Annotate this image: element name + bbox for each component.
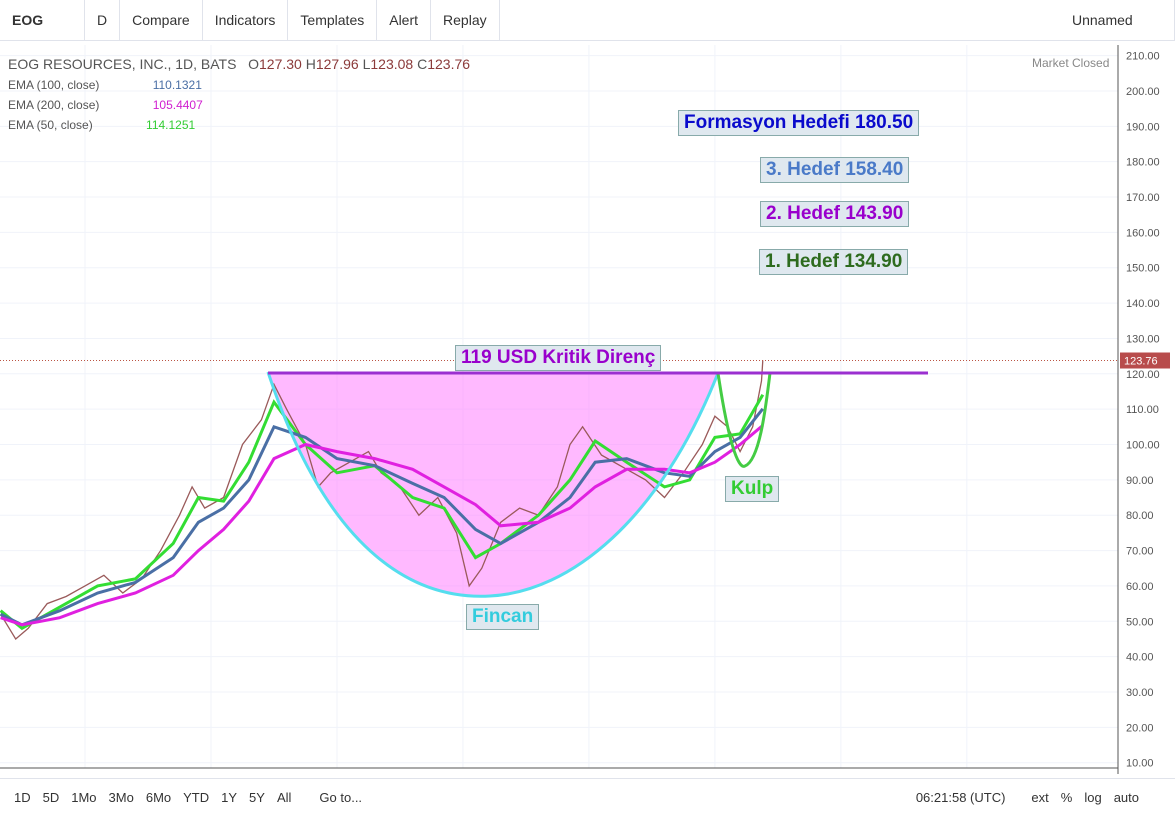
range[interactable]: 1D [14,789,31,805]
y-tick-label: 140.00 [1126,298,1160,310]
layout-name[interactable]: Unnamed [1060,0,1175,40]
indicator-name: EMA (100, close) [8,78,100,92]
y-tick-label: 110.00 [1126,404,1159,416]
goto[interactable]: Go to... [319,789,363,805]
ohlc-key: O [248,56,260,72]
tool[interactable]: Alert [377,0,432,40]
y-tick-label: 40.00 [1126,652,1154,664]
y-tick-label: 160.00 [1126,227,1160,239]
bottom-bar: 1D 5D 1Mo 3Mo 6Mo YTD 1Y 5Y All Go to... 06:21:5… [0,778,1175,815]
chart: 10.00 20.00 30.00 40.00 50.00 60.00 70.00 80.00… [0,45,1170,774]
y-tick-label: 130.00 [1126,333,1160,345]
option[interactable]: % [1060,789,1073,805]
y-tick-label: 10.00 [1126,758,1154,770]
y-tick-label: 200.00 [1126,86,1160,98]
annotation: Kulp [725,476,780,502]
range[interactable]: 5Y [249,789,265,805]
y-tick-label: 20.00 [1126,722,1154,734]
option[interactable]: auto [1113,789,1139,805]
y-tick-label: 60.00 [1126,581,1154,593]
tool[interactable]: Templates [288,0,378,40]
annotation: Fincan [466,604,540,630]
option[interactable]: log [1084,789,1102,805]
y-tick-label: 100.00 [1126,440,1160,452]
annotation: 3. Hedef 158.40 [760,157,910,183]
market-status: Market Closed [1032,56,1110,70]
indicator-value: 105.4407 [152,98,203,112]
option[interactable]: ext [1031,789,1049,805]
series-line [0,393,765,631]
range[interactable]: 1Mo [71,789,97,805]
ohlc-value: 123.08 [370,56,414,72]
indicator: EMA (200, close) 105.4407 [8,98,203,112]
toolbar: EOG D Compare Indicators Templates Alert… [0,0,1175,41]
range[interactable]: 5D [42,789,60,805]
indicator-value: 110.1321 [152,78,202,92]
annotation: 119 USD Kritik Direnç [455,345,662,371]
y-tick-label: 30.00 [1126,687,1154,699]
last-price-label: 123.76 [1124,356,1158,368]
y-tick-label: 90.00 [1126,475,1154,487]
ohlc-value: 127.96 [315,56,359,72]
y-tick-label: 150.00 [1126,263,1160,275]
y-tick-label: 50.00 [1126,616,1154,628]
annotation: 1. Hedef 134.90 [759,249,909,275]
tool[interactable]: Replay [431,0,500,40]
ohlc-value: 127.30 [259,56,302,72]
range[interactable]: All [276,789,292,805]
range[interactable]: 6Mo [145,789,172,805]
ohlc-value: 123.76 [427,56,471,72]
indicator: EMA (100, close) 110.1321 [8,78,202,92]
y-tick-label: 170.00 [1126,192,1160,204]
annotation: 2. Hedef 143.90 [760,201,910,227]
tool[interactable]: Indicators [203,0,289,40]
y-tick-label: 190.00 [1126,121,1160,133]
range[interactable]: YTD [183,789,210,805]
annotation: Formasyon Hedefi 180.50 [678,110,920,136]
y-tick-label: 80.00 [1126,510,1154,522]
legend-title: EOG RESOURCES, INC., 1D, BATS O127.30 H1… [8,56,470,72]
y-tick-label: 210.00 [1126,51,1160,63]
interval[interactable]: D [85,0,121,40]
series-line [0,424,764,627]
range[interactable]: 1Y [221,789,238,805]
range[interactable]: 3Mo [108,789,134,805]
cup-fill [268,372,718,597]
y-tick-label: 180.00 [1126,157,1160,169]
clock: 06:21:58 (UTC) [915,789,1006,805]
indicator-name: EMA (50, close) [8,118,93,132]
indicator-name: EMA (200, close) [8,98,100,112]
symbol[interactable]: EOG [0,0,85,40]
y-tick-label: 120.00 [1126,369,1160,381]
y-tick-label: 70.00 [1126,546,1154,558]
last-price-tag [1120,352,1170,369]
ohlc-key: L [362,56,371,72]
indicator: EMA (50, close) 114.1251 [8,118,195,132]
ohlc-key: H [305,56,316,72]
ohlc-key: C [417,56,428,72]
cup-outline [266,371,720,598]
indicator-value: 114.1251 [146,118,196,132]
tool[interactable]: Compare [120,0,203,40]
handle-outline [716,372,772,468]
series-title: EOG RESOURCES, INC., 1D, BATS [8,56,237,72]
